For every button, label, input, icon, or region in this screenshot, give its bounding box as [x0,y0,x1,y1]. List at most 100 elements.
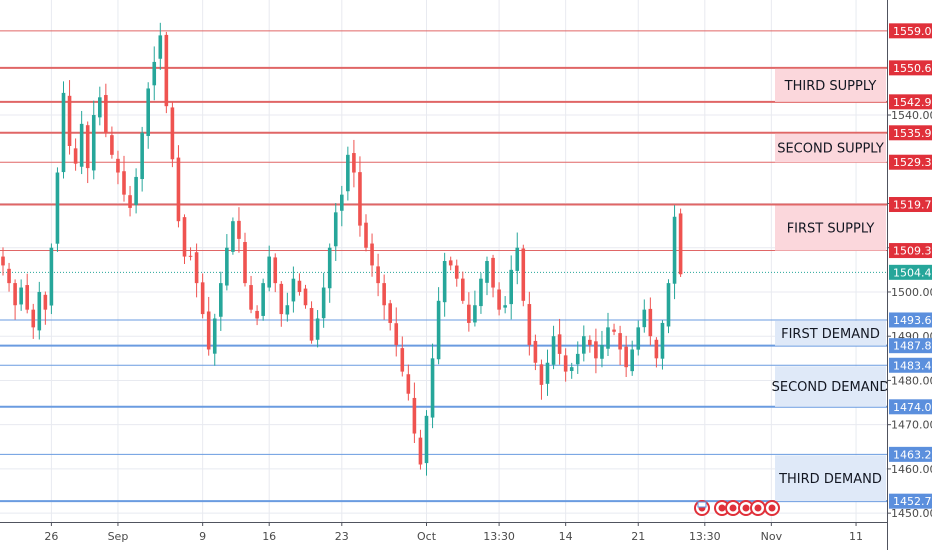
candle-body [255,310,259,319]
candle-body [491,257,495,288]
candle-body [503,305,507,308]
price-tag-label: 1487.86 [893,340,932,353]
price-tick-label: 1500.00 [891,286,932,299]
event-icon-dot [729,504,737,512]
candle-body [91,115,96,171]
candle-body [394,323,399,346]
price-tick-label: 1460.00 [891,463,932,476]
last-price-tag [889,264,932,280]
candle-body [370,243,374,266]
event-icon-dot [742,504,750,512]
candle-body [303,288,308,306]
candle-body [231,221,235,252]
candle-body [243,242,247,284]
candle-body [7,268,11,284]
price-tag-label: 1519.77 [893,199,932,212]
candle-body [1,256,5,266]
price-tag [889,493,932,509]
candle-body [660,322,665,359]
candle-body [110,135,114,155]
candle-body [194,252,199,284]
candle-body [557,334,562,354]
event-icon-dot [768,504,776,512]
event-icon[interactable] [764,500,780,516]
price-tick-label: 1450.00 [891,507,932,520]
candle-body [321,287,326,319]
candle-body [67,95,72,146]
zone-box-2 [775,205,886,251]
candle-body [340,194,344,211]
candle-body [219,283,223,317]
candle-body [666,283,671,327]
candle-body [37,291,42,331]
candle-body [376,266,380,284]
time-tick-label: 13:30 [483,530,515,543]
zone-label: THIRD SUPPLY [784,79,877,94]
candle-body [582,336,586,354]
candle-body [346,154,350,192]
candle-body [569,367,574,371]
candlesticks [1,22,683,476]
time-tick-label: 16 [262,530,276,543]
zone-boxes: THIRD SUPPLY SECOND SUPPLY FIRST SUPPLY FIR… [772,68,890,502]
time-tick-label: Sep [108,530,129,543]
candle-body [588,339,592,346]
candle-body [98,97,102,118]
candle-body [273,257,278,284]
event-icon[interactable] [725,500,741,516]
candle-body [61,92,66,173]
candle-body [261,283,265,316]
candle-body [73,148,78,164]
candle-body [358,172,362,226]
price-tag-label: 1493.67 [893,314,932,327]
candle-body [442,261,447,303]
candle-body [212,318,217,354]
time-tick-label: 11 [849,530,863,543]
last-price-label: 1504.44 [893,266,932,279]
zone-label: SECOND DEMAND [772,380,890,395]
event-markers[interactable] [694,500,780,516]
candle-body [206,311,211,350]
zone-box-0 [775,68,886,102]
candle-body [140,132,144,180]
time-axis[interactable]: 26 Sep 9 16 23 Oct 13:30 14 21 13:30 Nov 11 [0,522,887,543]
candle-body [152,61,157,86]
time-tick-label: 26 [44,530,58,543]
event-icon[interactable] [750,500,766,516]
candle-body [515,247,520,271]
candle-body [170,107,175,160]
price-tag [889,357,932,373]
candle-body [134,176,138,205]
candle-body [128,195,132,208]
candle-body [388,303,392,323]
candle-body [551,336,556,365]
candle-body [104,95,108,133]
price-tag [889,154,932,170]
candle-body [418,437,423,465]
price-tag-label: 1559.03 [893,25,932,38]
candle-body [448,260,453,266]
candle-body [122,171,126,195]
candle-body [49,247,54,306]
candle-body [164,34,169,107]
event-icon-dot [754,504,762,512]
zone-label: THIRD DEMAND [778,472,882,487]
price-tag [889,125,932,141]
candle-body [55,172,60,244]
candle-body [430,358,435,418]
price-tag-label: 1550.66 [893,62,932,75]
price-tags: 1559.03 1550.66 1542.98 1535.98 1529.33 1519.… [889,23,932,509]
candle-body [176,157,181,222]
candle-body [594,341,598,359]
candle-body [237,220,241,239]
candle-body [678,213,683,275]
candle-body [563,355,568,372]
candle-body [618,333,622,350]
candle-body [509,269,513,305]
candle-body [497,289,501,310]
candle-body [315,318,320,340]
candle-body [539,364,544,385]
candle-body [473,305,477,323]
candle-body [485,261,489,283]
